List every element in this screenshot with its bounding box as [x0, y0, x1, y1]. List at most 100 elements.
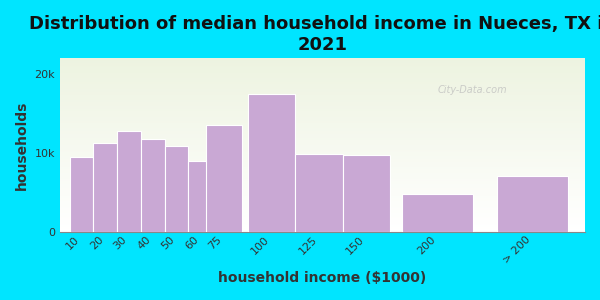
- Bar: [34, 71, 600, 72]
- Bar: [117, 131, 141, 232]
- Bar: [34, 76, 600, 77]
- Bar: [34, 210, 600, 211]
- Bar: [34, 146, 600, 147]
- Bar: [34, 148, 600, 149]
- Bar: [34, 190, 600, 191]
- Bar: [34, 184, 600, 185]
- Bar: [34, 128, 600, 129]
- Bar: [34, 119, 600, 120]
- Bar: [34, 108, 600, 109]
- Bar: [34, 96, 600, 97]
- Bar: [34, 188, 600, 189]
- Bar: [34, 223, 600, 224]
- Bar: [34, 213, 600, 214]
- Bar: [34, 182, 600, 183]
- Bar: [34, 83, 600, 84]
- Bar: [206, 125, 242, 232]
- Bar: [34, 226, 600, 227]
- Bar: [34, 153, 600, 154]
- Bar: [34, 206, 600, 207]
- Bar: [34, 123, 600, 124]
- Bar: [34, 117, 600, 118]
- Bar: [34, 60, 600, 61]
- Bar: [34, 87, 600, 88]
- Bar: [34, 67, 600, 68]
- Bar: [34, 147, 600, 148]
- Bar: [34, 130, 600, 131]
- Bar: [34, 66, 600, 67]
- Bar: [34, 179, 600, 180]
- Y-axis label: households: households: [15, 100, 29, 190]
- Bar: [34, 91, 600, 92]
- Bar: [34, 114, 600, 115]
- Bar: [34, 205, 600, 206]
- Bar: [343, 155, 390, 232]
- Bar: [34, 162, 600, 163]
- Bar: [34, 143, 600, 144]
- Bar: [34, 84, 600, 85]
- Bar: [34, 230, 600, 231]
- Bar: [34, 63, 600, 64]
- Bar: [34, 85, 600, 86]
- Bar: [34, 220, 600, 221]
- Bar: [34, 183, 600, 184]
- Bar: [34, 200, 600, 201]
- Bar: [34, 101, 600, 102]
- Bar: [34, 216, 600, 217]
- Bar: [34, 126, 600, 127]
- Bar: [34, 80, 600, 81]
- Bar: [34, 86, 600, 87]
- Bar: [34, 157, 600, 158]
- Bar: [34, 106, 600, 107]
- Bar: [34, 133, 600, 134]
- Bar: [34, 166, 600, 167]
- Bar: [34, 193, 600, 194]
- Bar: [34, 77, 600, 78]
- Bar: [34, 134, 600, 135]
- Bar: [70, 157, 93, 232]
- Bar: [34, 132, 600, 133]
- Title: Distribution of median household income in Nueces, TX in
2021: Distribution of median household income …: [29, 15, 600, 54]
- X-axis label: household income ($1000): household income ($1000): [218, 271, 427, 285]
- Bar: [34, 203, 600, 204]
- Bar: [34, 168, 600, 169]
- Bar: [34, 218, 600, 219]
- Bar: [34, 222, 600, 223]
- Bar: [248, 94, 295, 232]
- Bar: [93, 143, 117, 232]
- Text: City-Data.com: City-Data.com: [438, 85, 508, 95]
- Bar: [164, 146, 188, 232]
- Bar: [34, 81, 600, 82]
- Bar: [34, 171, 600, 172]
- Bar: [34, 61, 600, 62]
- Bar: [34, 149, 600, 150]
- Bar: [34, 100, 600, 101]
- Bar: [34, 59, 600, 60]
- Bar: [34, 150, 600, 151]
- Bar: [34, 131, 600, 132]
- Bar: [34, 58, 600, 59]
- Bar: [34, 181, 600, 182]
- Bar: [34, 82, 600, 83]
- Bar: [34, 178, 600, 179]
- Bar: [34, 194, 600, 195]
- Bar: [34, 185, 600, 186]
- Bar: [34, 209, 600, 210]
- Bar: [34, 174, 600, 175]
- Bar: [34, 221, 600, 222]
- Bar: [34, 93, 600, 94]
- Bar: [34, 137, 600, 138]
- Bar: [34, 161, 600, 162]
- Bar: [34, 167, 600, 168]
- Bar: [34, 94, 600, 95]
- Bar: [34, 92, 600, 93]
- Bar: [34, 118, 600, 119]
- Bar: [34, 99, 600, 100]
- Bar: [34, 89, 600, 90]
- Bar: [34, 90, 600, 91]
- Bar: [34, 97, 600, 98]
- Bar: [34, 125, 600, 126]
- Bar: [34, 72, 600, 73]
- Bar: [34, 140, 600, 141]
- Bar: [34, 136, 600, 137]
